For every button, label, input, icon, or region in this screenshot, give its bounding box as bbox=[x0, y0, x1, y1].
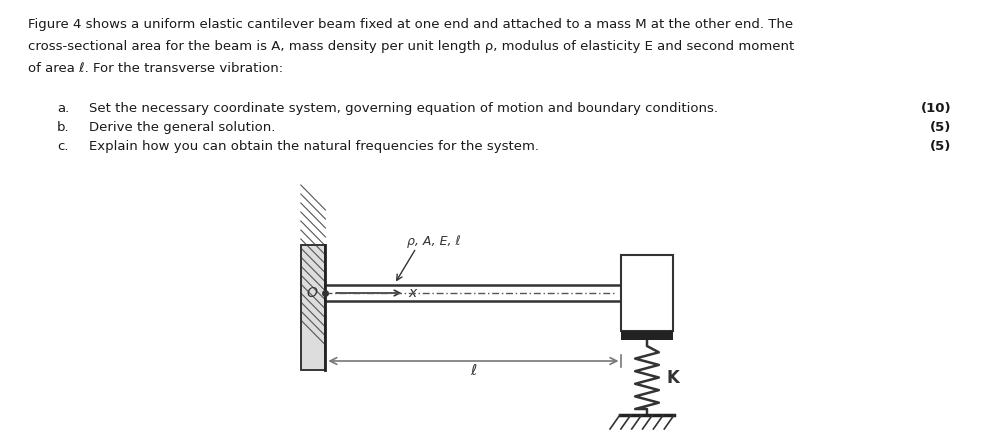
Text: x: x bbox=[409, 286, 417, 300]
Text: ρ, A, E, ℓ: ρ, A, E, ℓ bbox=[408, 235, 461, 248]
Text: (5): (5) bbox=[930, 121, 952, 134]
Bar bbox=[621, 255, 672, 331]
Text: Explain how you can obtain the natural frequencies for the system.: Explain how you can obtain the natural f… bbox=[89, 140, 538, 153]
Text: cross-sectional area for the beam is A, mass density per unit length ρ, modulus : cross-sectional area for the beam is A, … bbox=[28, 40, 794, 53]
Text: M: M bbox=[640, 286, 653, 300]
Text: b.: b. bbox=[57, 121, 70, 134]
Text: ℓ: ℓ bbox=[471, 363, 477, 378]
Bar bbox=[301, 245, 326, 370]
Text: Derive the general solution.: Derive the general solution. bbox=[89, 121, 275, 134]
Text: c.: c. bbox=[57, 140, 69, 153]
Bar bbox=[301, 245, 326, 370]
Text: Set the necessary coordinate system, governing equation of motion and boundary c: Set the necessary coordinate system, gov… bbox=[89, 102, 717, 115]
Text: O: O bbox=[307, 286, 318, 300]
Text: of area ℓ. For the transverse vibration:: of area ℓ. For the transverse vibration: bbox=[28, 62, 283, 75]
Text: K: K bbox=[666, 368, 679, 386]
Text: (5): (5) bbox=[930, 140, 952, 153]
Text: (10): (10) bbox=[921, 102, 952, 115]
Text: a.: a. bbox=[57, 102, 70, 115]
Bar bbox=[621, 331, 672, 340]
Text: Figure 4 shows a uniform elastic cantilever beam fixed at one end and attached t: Figure 4 shows a uniform elastic cantile… bbox=[28, 18, 793, 31]
